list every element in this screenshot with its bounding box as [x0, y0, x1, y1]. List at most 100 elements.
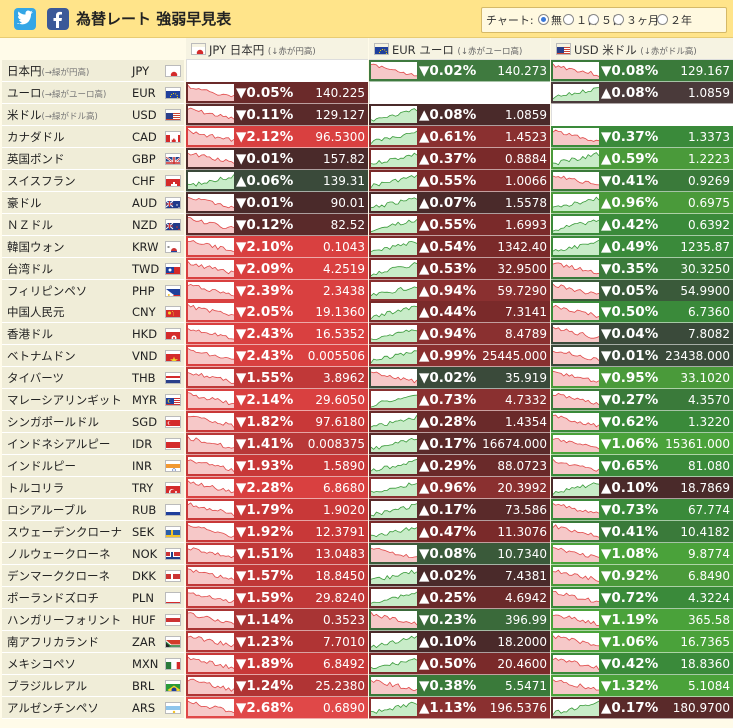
rate-cell[interactable]: ▲0.37% 0.8884: [369, 147, 550, 170]
rate-cell[interactable]: ▼0.05% 140.225: [186, 81, 368, 104]
chart-option-radio-5[interactable]: [657, 14, 668, 25]
rate-cell[interactable]: ▲0.50% 20.4600: [369, 652, 550, 675]
rate-cell[interactable]: ▼2.10% 0.1043: [186, 235, 368, 258]
rate-cell[interactable]: ▼0.92% 6.8490: [551, 564, 733, 587]
rate-cell[interactable]: ▼2.43% 0.005506: [186, 345, 368, 368]
flag-gb-icon: [165, 152, 181, 165]
rate-cell[interactable]: ▼1.93% 1.5890: [186, 455, 368, 478]
rate-cell[interactable]: ▼0.08% 10.7340: [369, 542, 550, 565]
rate-cell[interactable]: ▼1.19% 365.58: [551, 608, 733, 631]
rate-cell[interactable]: ▼0.41% 0.9269: [551, 169, 733, 192]
rate-cell[interactable]: ▼0.37% 1.3373: [551, 125, 733, 148]
rate-cell[interactable]: ▼1.57% 18.8450: [186, 564, 368, 587]
chart-option-radio-3[interactable]: [588, 14, 599, 25]
change-percent: ▼1.89%: [236, 655, 294, 672]
rate-cell[interactable]: ▼1.08% 9.8774: [551, 542, 733, 565]
rate-cell[interactable]: ▼0.62% 1.3220: [551, 411, 733, 434]
rate-cell[interactable]: ▼1.59% 29.8240: [186, 586, 368, 609]
rate-cell[interactable]: ▼0.01% 90.01: [186, 191, 368, 214]
change-percent: ▲0.25%: [419, 589, 477, 606]
rate-cell[interactable]: ▲0.17% 16674.000: [369, 433, 550, 456]
rate-cell[interactable]: ▼0.35% 30.3250: [551, 257, 733, 280]
rate-cell[interactable]: ▲0.10% 18.7869: [551, 477, 733, 500]
rate-cell[interactable]: ▼0.02% 35.919: [369, 367, 550, 390]
rate-cell[interactable]: ▲0.49% 1235.87: [551, 235, 733, 258]
rate-cell[interactable]: ▼1.06% 16.7365: [551, 630, 733, 653]
rate-cell[interactable]: ▼2.05% 19.1360: [186, 301, 368, 324]
rate-cell[interactable]: ▼1.23% 7.7010: [186, 630, 368, 653]
rate-cell[interactable]: ▼0.02% 140.273: [369, 60, 550, 82]
chart-option-radio-4[interactable]: [613, 14, 624, 25]
rate-cell[interactable]: ▼0.11% 129.127: [186, 103, 368, 126]
rate-cell[interactable]: ▼0.95% 33.1020: [551, 367, 733, 390]
rate-cell[interactable]: ▲0.07% 1.5578: [369, 191, 550, 214]
rate-cell[interactable]: ▼2.12% 96.5300: [186, 125, 368, 148]
rate-cell[interactable]: ▼2.09% 4.2519: [186, 257, 368, 280]
rate-cell[interactable]: ▼0.05% 54.9900: [551, 279, 733, 302]
rate-cell[interactable]: ▼0.42% 18.8360: [551, 652, 733, 675]
rate-cell[interactable]: ▼0.65% 81.080: [551, 455, 733, 478]
sparkline-chart: [371, 303, 417, 321]
rate-cell[interactable]: ▼1.79% 1.9020: [186, 499, 368, 521]
rate-cell[interactable]: ▼1.41% 0.008375: [186, 433, 368, 456]
rate-cell[interactable]: ▼1.14% 0.3523: [186, 608, 368, 631]
rate-cell[interactable]: ▲0.61% 1.4523: [369, 125, 550, 148]
twitter-icon[interactable]: [14, 8, 36, 30]
rate-cell[interactable]: ▼0.08% 129.167: [551, 60, 733, 82]
rate-cell[interactable]: ▼2.68% 0.6890: [186, 696, 368, 719]
chart-option-radio-1[interactable]: [538, 14, 549, 25]
chart-option-radio-2[interactable]: [563, 14, 574, 25]
facebook-icon[interactable]: [47, 8, 69, 30]
rate-cell[interactable]: ▲0.44% 7.3141: [369, 301, 550, 324]
rate-cell[interactable]: ▲1.13% 196.5376: [369, 696, 550, 719]
rate-cell[interactable]: ▼1.92% 12.3791: [186, 520, 368, 543]
rate-value: 18.2000: [497, 634, 547, 649]
rate-cell[interactable]: ▼1.89% 6.8492: [186, 652, 368, 675]
rate-cell[interactable]: ▼1.51% 13.0483: [186, 542, 368, 565]
rate-cell[interactable]: ▼1.32% 5.1084: [551, 674, 733, 697]
rate-cell[interactable]: ▲0.02% 7.4381: [369, 564, 550, 587]
rate-cell[interactable]: ▲0.17% 180.9700: [551, 696, 733, 719]
rate-cell[interactable]: ▲0.59% 1.2223: [551, 147, 733, 170]
rate-cell[interactable]: ▲0.47% 11.3076: [369, 520, 550, 543]
rate-cell[interactable]: ▼0.73% 67.774: [551, 499, 733, 521]
rate-cell[interactable]: ▲0.28% 1.4354: [369, 411, 550, 434]
rate-cell[interactable]: ▼1.55% 3.8962: [186, 367, 368, 390]
rate-cell[interactable]: ▲0.42% 0.6392: [551, 213, 733, 236]
rate-cell[interactable]: ▲0.55% 1.0066: [369, 169, 550, 192]
rate-cell[interactable]: ▲0.06% 139.31: [186, 169, 368, 192]
rate-cell[interactable]: ▼0.23% 396.99: [369, 608, 550, 631]
rate-cell[interactable]: ▼0.50% 6.7360: [551, 301, 733, 324]
rate-cell[interactable]: ▲0.25% 4.6942: [369, 586, 550, 609]
rate-cell[interactable]: ▼0.01% 157.82: [186, 147, 368, 170]
rate-cell[interactable]: ▲0.96% 0.6975: [551, 191, 733, 214]
rate-cell[interactable]: ▲0.29% 88.0723: [369, 455, 550, 478]
rate-cell[interactable]: ▼0.04% 7.8082: [551, 323, 733, 346]
rate-cell[interactable]: ▼0.72% 4.3224: [551, 586, 733, 609]
rate-cell[interactable]: ▲0.73% 4.7332: [369, 389, 550, 412]
rate-cell[interactable]: ▼2.14% 29.6050: [186, 389, 368, 412]
rate-cell[interactable]: ▲0.53% 32.9500: [369, 257, 550, 280]
rate-cell[interactable]: ▼2.43% 16.5352: [186, 323, 368, 346]
rate-cell[interactable]: ▼1.82% 97.6180: [186, 411, 368, 434]
rate-cell[interactable]: ▲0.94% 8.4789: [369, 323, 550, 346]
change-percent: ▼0.27%: [601, 392, 659, 409]
rate-cell[interactable]: ▼1.24% 25.2380: [186, 674, 368, 697]
rate-cell[interactable]: ▲0.96% 20.3992: [369, 477, 550, 500]
rate-cell[interactable]: ▲0.17% 73.586: [369, 499, 550, 521]
rate-cell[interactable]: ▲0.10% 18.2000: [369, 630, 550, 653]
rate-cell[interactable]: ▼0.41% 10.4182: [551, 520, 733, 543]
rate-cell[interactable]: ▼0.12% 82.52: [186, 213, 368, 236]
rate-cell[interactable]: ▼2.39% 2.3438: [186, 279, 368, 302]
rate-cell[interactable]: ▼0.27% 4.3570: [551, 389, 733, 412]
rate-cell[interactable]: ▼1.06% 15361.000: [551, 433, 733, 456]
rate-cell[interactable]: ▲0.99% 25445.000: [369, 345, 550, 368]
rate-cell[interactable]: ▲0.08% 1.0859: [551, 81, 733, 104]
rate-cell[interactable]: ▼0.38% 5.5471: [369, 674, 550, 697]
rate-cell[interactable]: ▲0.08% 1.0859: [369, 103, 550, 126]
rate-cell[interactable]: ▼0.01% 23438.000: [551, 345, 733, 368]
rate-cell[interactable]: ▲0.54% 1342.40: [369, 235, 550, 258]
rate-cell[interactable]: ▲0.94% 59.7290: [369, 279, 550, 302]
rate-cell[interactable]: ▼2.28% 6.8680: [186, 477, 368, 500]
rate-cell[interactable]: ▲0.55% 1.6993: [369, 213, 550, 236]
